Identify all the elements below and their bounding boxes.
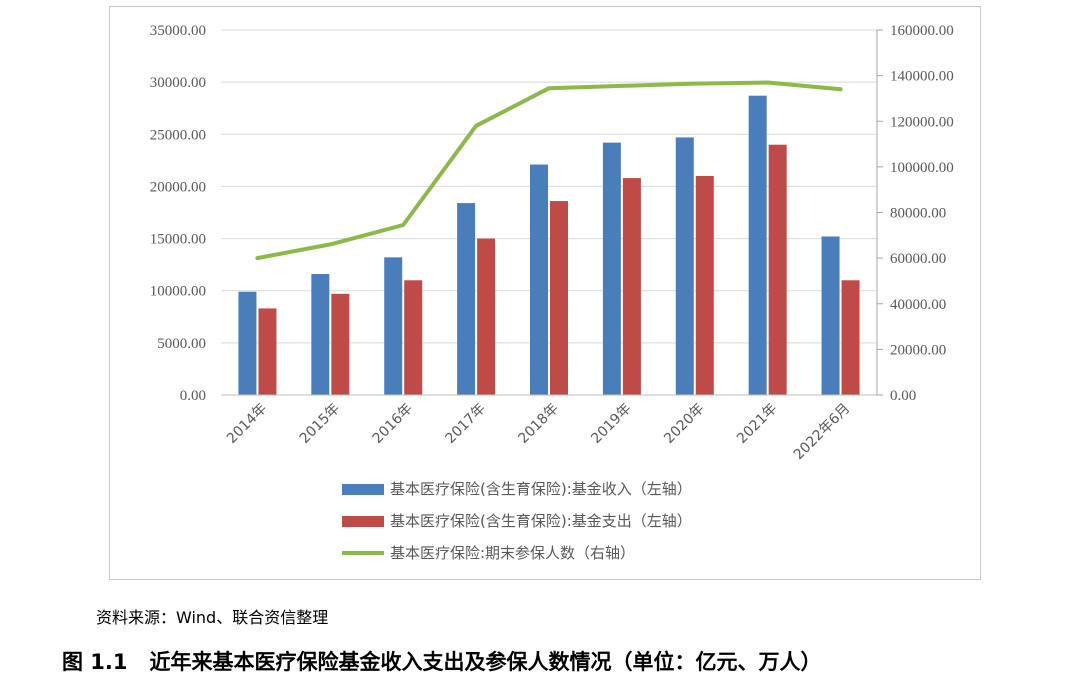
x-tick-label: 2019年 xyxy=(588,401,634,447)
bar-income xyxy=(602,142,621,395)
x-tick-label: 2014年 xyxy=(224,401,270,447)
y-right-tick-label: 140000.00 xyxy=(890,69,954,85)
y-right-tick-label: 120000.00 xyxy=(890,114,954,130)
y-right-tick-label: 40000.00 xyxy=(890,297,946,313)
bar-income xyxy=(748,95,767,395)
bar-expense xyxy=(695,176,714,395)
bar-income xyxy=(238,291,257,395)
bar-income xyxy=(311,274,330,395)
bars xyxy=(238,95,860,395)
x-tick-label: 2018年 xyxy=(515,401,561,447)
bar-income xyxy=(821,236,840,395)
source-note: 资料来源：Wind、联合资信整理 xyxy=(96,608,329,627)
x-tick-label: 2022年6月 xyxy=(791,401,854,464)
bar-expense xyxy=(331,293,350,395)
legend-label: 基本医疗保险(含生育保险):基金支出（左轴） xyxy=(390,512,692,530)
y-left-tick-label: 20000.00 xyxy=(150,179,206,195)
series-line xyxy=(255,80,843,261)
legend-swatch xyxy=(342,484,384,495)
bar-expense xyxy=(768,144,787,395)
figure-caption: 图 1.1 近年来基本医疗保险基金收入支出及参保人数情况（单位：亿元、万人） xyxy=(62,646,822,676)
bar-income xyxy=(530,164,548,395)
figure-title: 近年来基本医疗保险基金收入支出及参保人数情况（单位：亿元、万人） xyxy=(149,650,822,674)
y-left-tick-label: 30000.00 xyxy=(150,75,206,91)
gridlines xyxy=(221,29,877,344)
y-left-tick-label: 10000.00 xyxy=(150,284,206,300)
chart-svg: 35000.00 30000.00 25000.00 20000.00 15000.00… xyxy=(150,23,954,562)
bar-expense xyxy=(622,178,641,395)
bar-expense xyxy=(477,238,496,395)
y-right-tick-label: 60000.00 xyxy=(890,251,946,267)
legend-label: 基本医疗保险:期末参保人数（右轴） xyxy=(390,544,635,562)
y-right-tick-label: 100000.00 xyxy=(890,160,954,176)
x-tick-label: 2020年 xyxy=(661,401,707,447)
y-right-tick-label: 160000.00 xyxy=(890,23,954,39)
figure-number: 图 1.1 xyxy=(62,650,128,674)
bar-income xyxy=(457,203,476,395)
x-tick-label: 2016年 xyxy=(370,401,416,447)
bar-income xyxy=(675,137,694,395)
series-line-insured xyxy=(255,80,843,261)
bar-expense xyxy=(550,201,568,395)
y-right-tick-label: 20000.00 xyxy=(890,342,946,358)
y-left-tick-label: 35000.00 xyxy=(150,23,206,39)
y-left-tick-label: 5000.00 xyxy=(157,336,206,352)
y-left-tick-label: 0.00 xyxy=(180,388,206,404)
y-left-tick-label: 25000.00 xyxy=(150,127,206,143)
legend: 基本医疗保险(含生育保险):基金收入（左轴） 基本医疗保险(含生育保险):基金支出… xyxy=(342,480,692,562)
bar-income xyxy=(384,257,403,395)
bar-expense xyxy=(404,280,423,395)
y-right-tick-label: 80000.00 xyxy=(890,206,946,222)
bar-expense xyxy=(841,280,860,395)
legend-label: 基本医疗保险(含生育保险):基金收入（左轴） xyxy=(390,480,692,498)
y-left-tick-label: 15000.00 xyxy=(150,232,206,248)
y-right-tick-label: 0.00 xyxy=(890,388,916,404)
x-tick-label: 2017年 xyxy=(443,401,489,447)
x-tick-label: 2021年 xyxy=(734,401,780,447)
x-tick-label: 2015年 xyxy=(297,401,343,447)
bar-expense xyxy=(258,308,277,395)
legend-swatch xyxy=(342,516,384,527)
chart-frame: 35000.00 30000.00 25000.00 20000.00 15000.00… xyxy=(109,6,981,580)
